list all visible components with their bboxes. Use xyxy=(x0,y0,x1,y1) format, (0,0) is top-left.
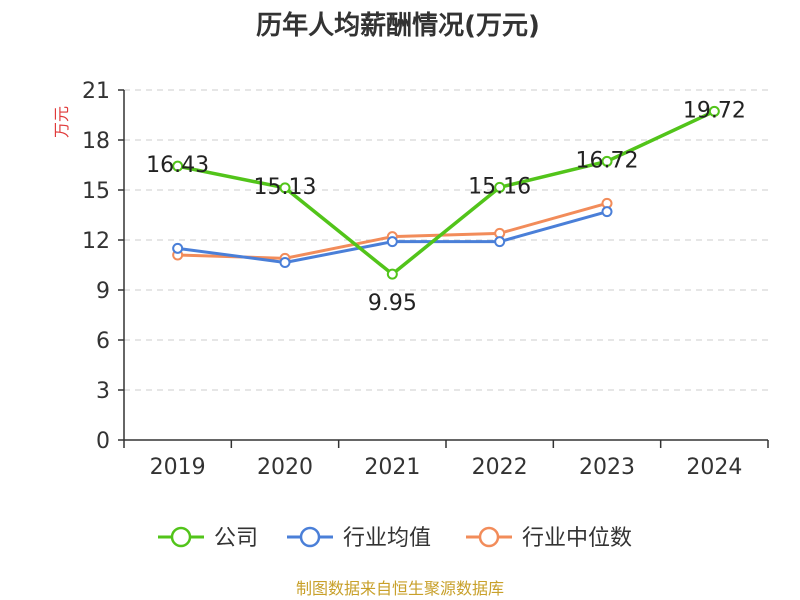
legend-label: 行业均值 xyxy=(343,526,431,551)
data-point xyxy=(279,257,291,268)
data-label: 19.72 xyxy=(683,98,746,123)
y-tick-label: 6 xyxy=(96,329,110,354)
x-tick-label: 2021 xyxy=(364,455,420,480)
data-label: 16.43 xyxy=(146,153,209,178)
data-point xyxy=(601,206,613,218)
data-point xyxy=(172,242,184,254)
data-point xyxy=(601,155,613,167)
y-tick-label: 12 xyxy=(82,229,110,254)
series-company xyxy=(172,105,720,280)
data-point xyxy=(279,182,291,194)
legend-label: 行业中位数 xyxy=(522,526,632,551)
legend-swatch-marker xyxy=(299,526,321,548)
legend-item[interactable]: 公司 xyxy=(158,526,258,551)
data-point xyxy=(494,236,506,248)
x-tick-label: 2020 xyxy=(257,455,313,480)
data-point xyxy=(708,105,720,117)
legend-item[interactable]: 行业均值 xyxy=(287,526,431,551)
data-label: 16.72 xyxy=(576,148,639,173)
x-tick-label: 2023 xyxy=(579,455,635,480)
y-tick-label: 9 xyxy=(96,279,110,304)
series-layer xyxy=(172,105,720,280)
data-point xyxy=(386,236,398,248)
x-tick-label: 2024 xyxy=(686,455,742,480)
legend-item[interactable]: 行业中位数 xyxy=(466,526,632,551)
data-labels: 16.43 15.13 9.95 15.16 16.72 19.72 xyxy=(146,98,746,316)
x-tick-label: 2022 xyxy=(472,455,528,480)
data-label: 9.95 xyxy=(368,291,417,316)
data-point xyxy=(494,181,506,193)
legend: 公司 行业均值 行业中位数 xyxy=(158,526,632,551)
series-industry-mean xyxy=(172,206,613,268)
y-tick-label: 18 xyxy=(82,129,110,154)
series-industry-median xyxy=(172,197,613,264)
x-tick-label: 2019 xyxy=(150,455,206,480)
data-point xyxy=(172,160,184,172)
data-label: 15.13 xyxy=(254,175,317,200)
data-label: 15.16 xyxy=(468,174,531,199)
y-tick-label: 21 xyxy=(82,79,110,104)
chart-title: 历年人均薪酬情况(万元) xyxy=(256,10,540,41)
grid-lines xyxy=(124,89,768,391)
data-point xyxy=(386,268,398,280)
y-tick-label: 0 xyxy=(96,429,110,454)
series-line xyxy=(177,109,716,276)
y-tick-label: 15 xyxy=(82,179,110,204)
legend-swatch-marker xyxy=(170,526,192,548)
y-axis-label: 万元 xyxy=(52,106,71,138)
legend-label: 公司 xyxy=(214,526,258,551)
axes: 0 3 6 9 12 15 18 21 2019 2020 2021 2022 2023 2024 xyxy=(82,79,769,480)
legend-swatch-marker xyxy=(478,526,500,548)
source-note: 制图数据来自恒生聚源数据库 xyxy=(296,579,504,598)
y-tick-label: 3 xyxy=(96,379,110,404)
